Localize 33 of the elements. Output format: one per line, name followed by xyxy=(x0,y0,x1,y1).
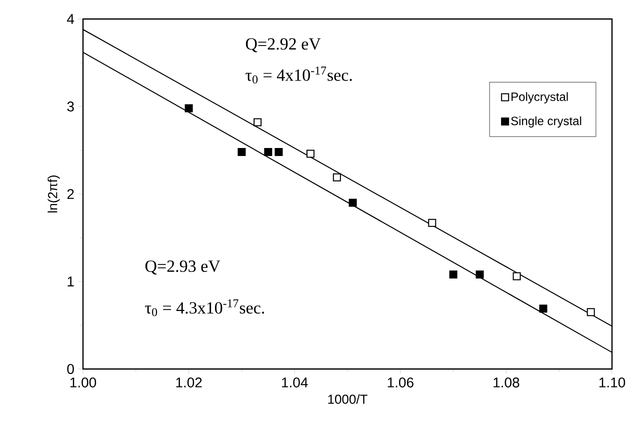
x-tick-label: 1.02 xyxy=(176,378,202,388)
x-tick-label: 1.00 xyxy=(70,378,96,388)
annotation: Q=2.93 eV xyxy=(145,260,220,275)
annotation: τ$_{0}$ = 4.3x10$^{-17}$sec. xyxy=(145,299,264,316)
y-tick-label: 0 xyxy=(67,364,74,374)
point xyxy=(306,150,314,158)
point xyxy=(238,148,246,156)
y-tick-label: 4 xyxy=(66,14,74,24)
point xyxy=(254,118,262,126)
annotation: Q=2.92 eV xyxy=(246,38,321,52)
point xyxy=(264,148,272,156)
legend-label: Single crystal xyxy=(511,116,582,128)
y-tick-label: 3 xyxy=(67,102,74,112)
point xyxy=(274,148,283,156)
point xyxy=(449,270,458,278)
x-tick-label: 1.10 xyxy=(599,378,626,388)
y-tick-label: 2 xyxy=(67,189,74,199)
point xyxy=(184,104,193,112)
point xyxy=(428,218,436,227)
legend-label: Polycrystal xyxy=(512,92,568,104)
x-tick-label: 1.06 xyxy=(388,378,414,388)
point xyxy=(348,198,357,207)
point xyxy=(332,173,341,182)
x-tick-label: 1.08 xyxy=(494,378,520,388)
y-axis-title: ln(2πf) xyxy=(48,176,60,212)
point xyxy=(586,308,595,316)
x-axis-title: 1000/T xyxy=(328,394,368,404)
point xyxy=(512,272,521,280)
point xyxy=(476,270,484,278)
point xyxy=(539,304,548,313)
x-tick-label: 1.04 xyxy=(282,378,308,388)
annotation: τ$_{0}$ = 4x10$^{-17}$sec. xyxy=(246,66,352,84)
y-tick-label: 1 xyxy=(68,276,74,286)
